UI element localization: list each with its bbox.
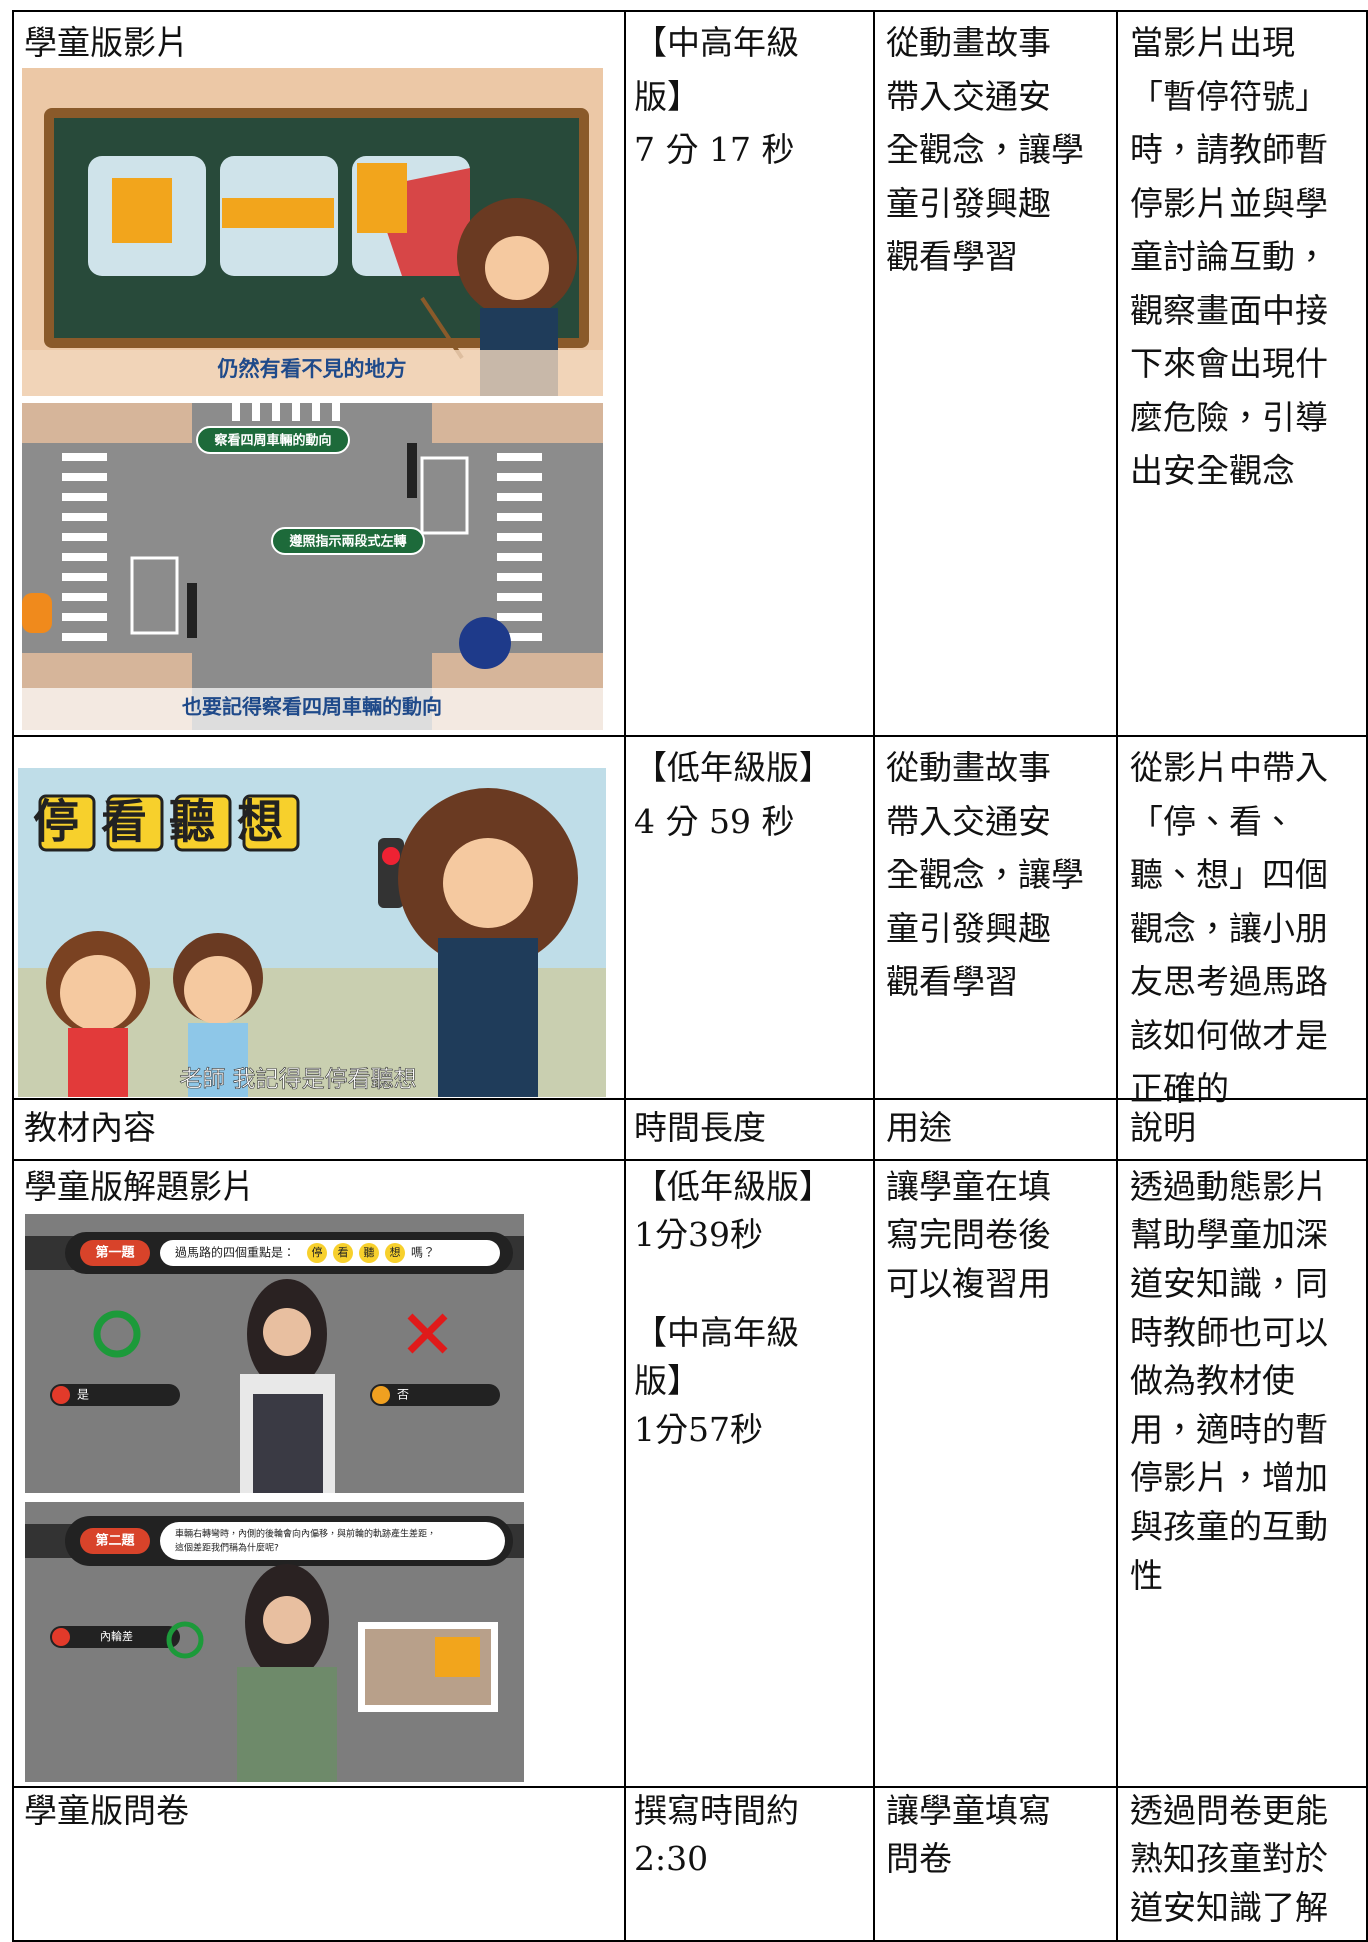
- cell-text: 【低年級版】: [634, 1166, 832, 1206]
- video-image: 察看四周車輛的動向 遵照指示兩段式左轉 也要記得察看四周車輛的動向: [22, 403, 603, 730]
- quiz-badge: 第二題: [95, 1533, 135, 1549]
- video-image: 第一題 過馬路的四個重點是： 停 看 聽 想 嗎？ 是 否: [25, 1214, 524, 1493]
- quiz-option: 停: [312, 1245, 323, 1259]
- image-caption: 仍然有看不見的地方: [218, 357, 407, 381]
- cell-text: 7 分 17 秒: [634, 130, 795, 170]
- cell-text: 從動畫故事: [886, 23, 1051, 63]
- cell-text: 可以複習用: [886, 1263, 1051, 1303]
- cell-text: 用，適時的暫: [1130, 1409, 1328, 1449]
- cell-text: 觀看學習: [886, 237, 1018, 277]
- quiz-answer: 是: [77, 1388, 89, 1402]
- cell-text: 學童版影片: [24, 23, 189, 63]
- cell-text: 童討論互動，: [1130, 237, 1328, 277]
- cell-text: 時教師也可以: [1130, 1312, 1328, 1352]
- cell-text: 版】: [634, 76, 700, 116]
- quiz-question: 車輛右轉彎時，內側的後輪會向內偏移，與前輪的軌跡產生差距，: [175, 1528, 436, 1540]
- video-image: 仍然有看不見的地方: [22, 68, 603, 396]
- table-rule: [873, 10, 875, 1940]
- cell-text: 1分39秒: [634, 1215, 763, 1255]
- cell-text: 學童版問卷: [24, 1790, 189, 1830]
- cell-text: 【中高年級: [634, 1312, 799, 1352]
- cell-text: 【低年級版】: [634, 748, 832, 788]
- cell-text: 寫完問卷後: [886, 1215, 1051, 1255]
- cell-text: 停影片並與學: [1130, 183, 1328, 223]
- cell-text: 【中高年級: [634, 23, 799, 63]
- table-rule: [12, 1159, 1368, 1161]
- cell-text: 時，請教師暫: [1130, 130, 1328, 170]
- cell-text: 當影片出現: [1130, 23, 1295, 63]
- table-rule: [12, 10, 14, 1940]
- cell-text: 幫助學童加深: [1130, 1215, 1328, 1255]
- cell-text: 時間長度: [634, 1108, 766, 1147]
- cell-text: 停影片，增加: [1130, 1458, 1328, 1498]
- cell-text: 1分57秒: [634, 1409, 763, 1449]
- table-rule: [12, 1098, 1368, 1100]
- cell-text: 出安全觀念: [1130, 451, 1295, 491]
- quiz-question: 嗎？: [411, 1246, 435, 1260]
- cell-text: 讓學童填寫: [886, 1790, 1051, 1830]
- cell-text: 從動畫故事: [886, 748, 1051, 788]
- image-title: 停看聽想: [33, 795, 305, 849]
- cell-text: 與孩童的互動: [1130, 1506, 1328, 1546]
- image-caption: 也要記得察看四周車輛的動向: [182, 695, 442, 719]
- table-rule: [12, 735, 1368, 737]
- cell-text: 透過動態影片: [1130, 1166, 1328, 1206]
- table-rule: [12, 1786, 1368, 1788]
- cell-text: 全觀念，讓學: [886, 130, 1084, 170]
- cell-text: 該如何做才是: [1130, 1015, 1328, 1055]
- cell-text: 聽、想」四個: [1130, 855, 1328, 895]
- cell-text: 觀察畫面中接: [1130, 290, 1328, 330]
- quiz-answer: 否: [397, 1388, 409, 1402]
- cell-text: 友思考過馬路: [1130, 962, 1328, 1002]
- quiz-question: 這個差距我們稱為什麼呢?: [175, 1542, 279, 1554]
- video-image: 第二題 車輛右轉彎時，內側的後輪會向內偏移，與前輪的軌跡產生差距， 這個差距我們…: [25, 1502, 524, 1782]
- table-rule: [1116, 10, 1118, 1940]
- cell-text: 正確的: [1130, 1069, 1229, 1109]
- video-image: 停看聽想 老師 我記得是停看聽想: [18, 768, 606, 1097]
- cell-text: 「暫停符號」: [1130, 76, 1328, 116]
- cell-text: 童引發興趣: [886, 908, 1051, 948]
- table-rule: [624, 10, 626, 1940]
- cell-text: 用途: [886, 1108, 952, 1147]
- image-label: 遵照指示兩段式左轉: [288, 534, 406, 550]
- image-label: 察看四周車輛的動向: [214, 433, 331, 449]
- cell-text: 帶入交通安: [886, 801, 1051, 841]
- cell-text: 「停、看、: [1130, 801, 1295, 841]
- cell-text: 4 分 59 秒: [634, 801, 795, 841]
- quiz-option: 想: [390, 1245, 401, 1259]
- cell-text: 下來會出現什: [1130, 344, 1328, 384]
- quiz-option: 聽: [364, 1246, 375, 1259]
- cell-text: 版】: [634, 1361, 700, 1401]
- cell-text: 撰寫時間約: [634, 1790, 799, 1830]
- cell-text: 教材內容: [24, 1108, 156, 1147]
- cell-text: 全觀念，讓學: [886, 855, 1084, 895]
- cell-text: 讓學童在填: [886, 1166, 1051, 1206]
- cell-text: 性: [1130, 1555, 1163, 1595]
- quiz-badge: 第一題: [95, 1245, 135, 1261]
- cell-text: 說明: [1130, 1108, 1196, 1147]
- cell-text: 做為教材使: [1130, 1361, 1295, 1401]
- cell-text: 道安知識了解: [1130, 1887, 1328, 1927]
- cell-text: 問卷: [886, 1839, 952, 1879]
- quiz-answer: 內輪差: [100, 1629, 133, 1643]
- table-rule: [12, 10, 1368, 12]
- cell-text: 2:30: [634, 1839, 709, 1879]
- quiz-question: 過馬路的四個重點是：: [175, 1245, 295, 1260]
- cell-text: 觀念，讓小朋: [1130, 908, 1328, 948]
- cell-text: 道安知識，同: [1130, 1263, 1328, 1303]
- cell-text: 熟知孩童對於: [1130, 1839, 1328, 1879]
- cell-text: 學童版解題影片: [24, 1166, 255, 1206]
- cell-text: 透過問卷更能: [1130, 1790, 1328, 1830]
- cell-text: 麼危險，引導: [1130, 397, 1328, 437]
- image-subtitle: 老師 我記得是停看聽想: [179, 1067, 416, 1093]
- cell-text: 帶入交通安: [886, 76, 1051, 116]
- table-rule: [1366, 10, 1368, 1940]
- cell-text: 從影片中帶入: [1130, 748, 1328, 788]
- cell-text: 童引發興趣: [886, 183, 1051, 223]
- quiz-option: 看: [338, 1245, 349, 1259]
- cell-text: 觀看學習: [886, 962, 1018, 1002]
